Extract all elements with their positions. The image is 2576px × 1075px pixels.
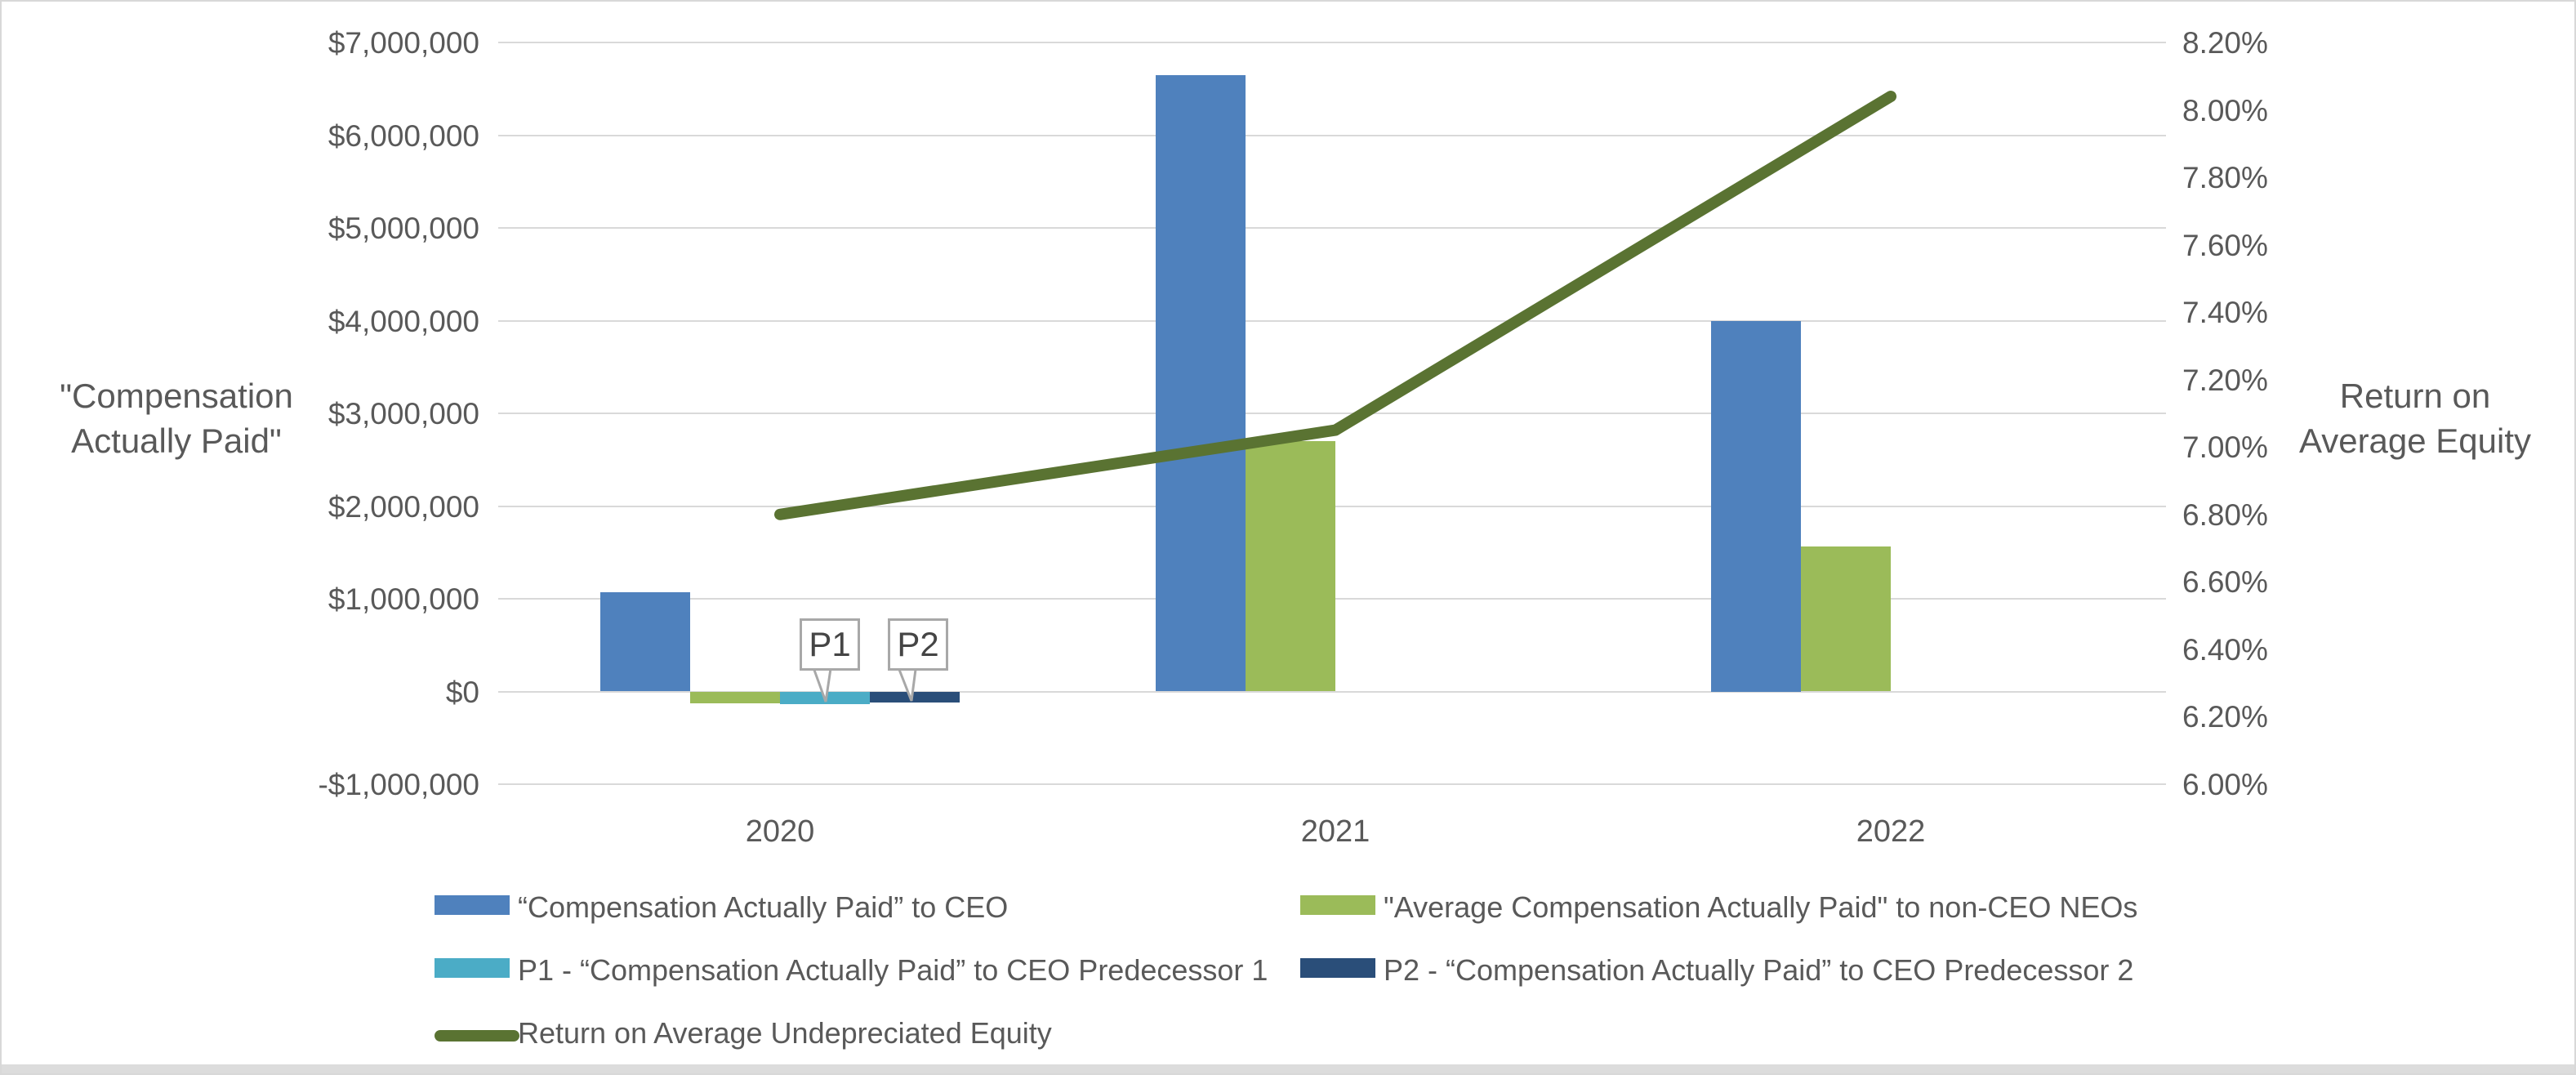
left-axis-tick-label: $4,000,000	[328, 304, 479, 338]
legend-label-roe: Return on Average Undepreciated Equity	[518, 1016, 1052, 1050]
right-axis-tick-label: 6.00%	[2182, 768, 2268, 801]
callout-p1-label: P1	[809, 625, 851, 663]
legend-label-ceo: “Compensation Actually Paid” to CEO	[518, 890, 1009, 924]
legend-label-p2: P2 - “Compensation Actually Paid” to CEO…	[1384, 953, 2134, 987]
left-axis-tick-label: $6,000,000	[328, 118, 479, 153]
gridline	[498, 783, 2166, 785]
legend-label-neo: "Average Compensation Actually Paid" to …	[1384, 890, 2138, 924]
right-axis-tick-label: 7.00%	[2182, 430, 2268, 465]
category-label-2020: 2020	[745, 814, 815, 849]
right-axis-tick-label: 8.20%	[2182, 26, 2268, 60]
legend-line-swatch	[435, 1030, 519, 1042]
right-axis-tick-label: 7.80%	[2182, 161, 2268, 195]
legend-swatch-ceo	[435, 895, 510, 915]
legend-swatch-p1	[435, 958, 510, 978]
legend-label-p1: P1 - “Compensation Actually Paid” to CEO…	[518, 953, 1268, 987]
left-axis-tick-label: $0	[445, 675, 479, 709]
gridline	[498, 319, 2166, 322]
category-label-2021: 2021	[1300, 814, 1370, 849]
right-axis-tick-label: 6.80%	[2182, 497, 2268, 532]
right-axis-tick-label: 6.20%	[2182, 700, 2268, 734]
gridline	[498, 690, 2166, 693]
left-axis-tick-label: $5,000,000	[328, 212, 479, 245]
legend-swatch-neo	[1300, 895, 1375, 915]
left-axis-title-line1: "Compensation	[60, 377, 293, 415]
bar-ceo-2022[interactable]	[1711, 320, 1801, 692]
gridline	[498, 413, 2166, 414]
bar-ceo-2020[interactable]	[600, 592, 690, 692]
category-label-2022: 2022	[1856, 814, 1926, 849]
bar-ceo-2021[interactable]	[1156, 74, 1246, 692]
callout-p1[interactable]: P1	[800, 618, 860, 671]
gridline	[498, 42, 2166, 43]
bottom-strip	[2, 1064, 2574, 1073]
bar-p1-2020[interactable]	[780, 691, 870, 705]
left-axis-tick-label: $7,000,000	[328, 26, 479, 60]
callout-p2[interactable]: P2	[888, 618, 948, 671]
right-axis-title-line1: Return on	[2339, 377, 2491, 415]
left-axis-tick-label: $1,000,000	[328, 582, 479, 616]
right-axis-title-line2: Average Equity	[2298, 422, 2532, 461]
right-axis-tick-label: 7.60%	[2182, 228, 2268, 262]
left-axis-tick-label: -$1,000,000	[318, 768, 479, 801]
left-axis-title: "Compensation Actually Paid"	[25, 373, 328, 464]
gridline	[498, 134, 2166, 136]
bar-neo-2020[interactable]	[690, 691, 780, 704]
callout-p2-label: P2	[897, 625, 939, 663]
bar-neo-2022[interactable]	[1801, 546, 1891, 692]
bar-neo-2021[interactable]	[1246, 441, 1335, 692]
left-axis-title-line2: Actually Paid"	[71, 422, 282, 461]
left-axis-tick-label: $2,000,000	[328, 489, 479, 524]
bar-p2-2020[interactable]	[870, 691, 960, 703]
right-axis-tick-label: 7.40%	[2182, 296, 2268, 330]
right-axis-tick-label: 6.60%	[2182, 565, 2268, 600]
left-axis-tick-label: $3,000,000	[328, 397, 479, 430]
right-axis-tick-label: 7.20%	[2182, 363, 2268, 397]
gridline	[498, 227, 2166, 229]
right-axis-tick-label: 8.00%	[2182, 93, 2268, 127]
legend-swatch-p2	[1300, 958, 1375, 978]
right-axis-tick-label: 6.40%	[2182, 632, 2268, 667]
right-axis-title: Return on Average Equity	[2280, 373, 2550, 464]
